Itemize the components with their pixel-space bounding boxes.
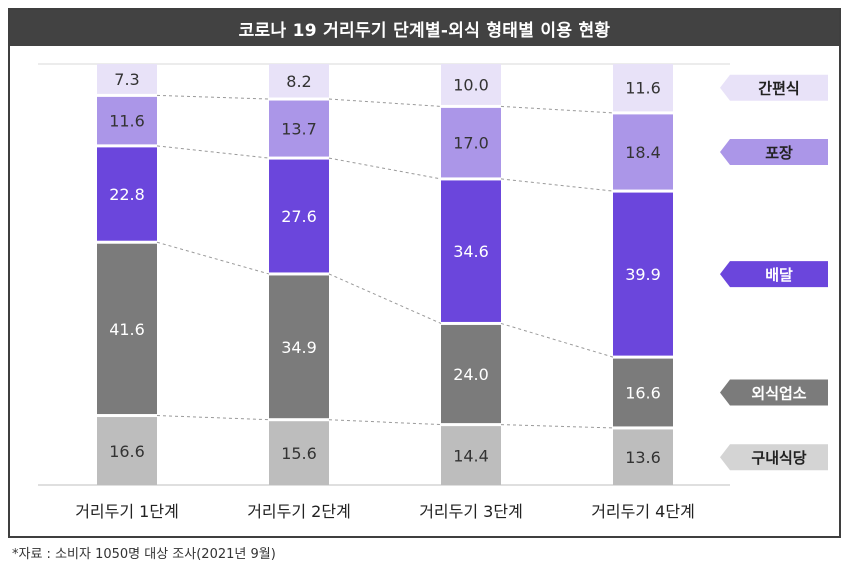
category-label: 거리두기 2단계 — [247, 502, 351, 521]
connector-line — [500, 105, 614, 114]
bar-segment — [97, 417, 157, 485]
connector-line — [328, 157, 442, 180]
connector-line — [500, 424, 614, 429]
data-label: 16.6 — [625, 384, 661, 403]
connector-line — [328, 273, 442, 324]
legend-label: 간편식 — [758, 80, 799, 98]
footnote: *자료 : 소비자 1050명 대상 조사(2021년 9월) — [12, 547, 276, 562]
category-label: 거리두기 1단계 — [75, 502, 179, 521]
data-label: 41.6 — [109, 320, 145, 339]
bar-segment — [441, 64, 501, 105]
legend-tag — [720, 444, 828, 471]
data-label: 18.4 — [625, 143, 661, 162]
connector-line — [156, 145, 270, 159]
category-label: 거리두기 4단계 — [591, 502, 695, 521]
chart-title: 코로나 19 거리두기 단계별-외식 형태별 이용 현황 — [10, 10, 839, 46]
bar-segment — [97, 147, 157, 241]
legend-label: 포장 — [765, 144, 793, 162]
connector-line — [328, 419, 442, 426]
legend-tag — [720, 74, 828, 101]
connector-line — [156, 94, 270, 100]
data-label: 22.8 — [109, 185, 145, 204]
data-label: 13.7 — [281, 120, 317, 139]
data-label: 27.6 — [281, 207, 317, 226]
bar-segment — [441, 180, 501, 322]
category-label: 거리두기 3단계 — [419, 502, 523, 521]
bar-segment — [441, 324, 501, 424]
bar-segment — [441, 107, 501, 178]
bar-segment — [613, 429, 673, 485]
bar-segment — [613, 64, 673, 112]
data-label: 13.6 — [625, 448, 661, 467]
bar-segment — [97, 64, 157, 94]
data-label: 15.6 — [281, 444, 317, 463]
data-label: 24.0 — [453, 365, 489, 384]
legend-label: 구내식당 — [751, 449, 806, 467]
data-label: 11.6 — [625, 79, 661, 98]
connector-line — [328, 98, 442, 107]
bar-segment — [269, 64, 329, 98]
data-label: 39.9 — [625, 265, 661, 284]
connector-line — [156, 415, 270, 421]
bar-segment — [269, 100, 329, 157]
bar-segment — [441, 426, 501, 485]
bar-segment — [269, 159, 329, 273]
legend-label: 배달 — [765, 266, 793, 284]
data-label: 11.6 — [109, 112, 145, 131]
bar-segment — [97, 96, 157, 145]
bar-segment — [613, 192, 673, 356]
legend-tag — [720, 379, 828, 406]
connector-line — [156, 241, 270, 275]
legend-tag — [720, 138, 828, 165]
data-label: 34.6 — [453, 242, 489, 261]
bar-segment — [269, 421, 329, 485]
legend-tag — [720, 261, 828, 288]
data-label: 34.9 — [281, 338, 317, 357]
connector-line — [500, 322, 614, 358]
bar-segment — [269, 275, 329, 419]
data-label: 7.3 — [114, 70, 139, 89]
bar-segment — [613, 114, 673, 190]
data-label: 16.6 — [109, 442, 145, 461]
data-label: 8.2 — [286, 72, 311, 91]
connector-line — [500, 178, 614, 192]
data-label: 10.0 — [453, 75, 489, 94]
bar-segment — [97, 243, 157, 415]
bar-segment — [613, 358, 673, 427]
data-label: 17.0 — [453, 134, 489, 153]
data-label: 14.4 — [453, 447, 489, 466]
legend-label: 외식업소 — [751, 385, 806, 403]
